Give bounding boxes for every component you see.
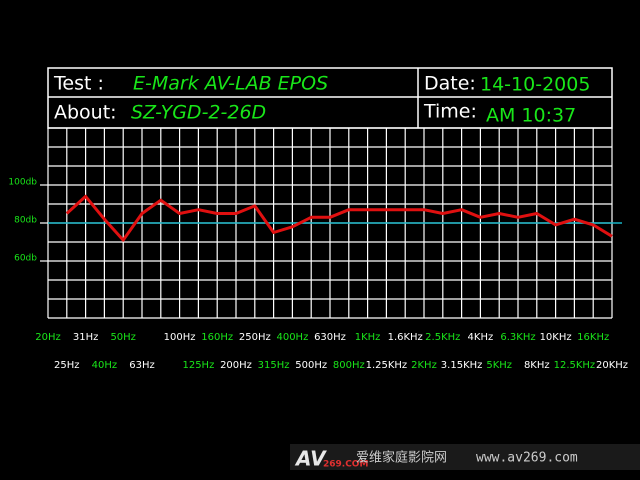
footer-site: 爱维家庭影院网: [356, 450, 447, 466]
x-tick-label: 125Hz: [182, 360, 214, 371]
x-tick-label: 2KHz: [411, 360, 437, 371]
x-tick-label: 8KHz: [524, 360, 550, 371]
response-line: [65, 194, 613, 242]
x-tick-label: 6.3KHz: [500, 332, 535, 343]
test-label: Test :: [53, 73, 104, 95]
x-tick-label: 40Hz: [92, 360, 118, 371]
x-tick-label: 500Hz: [295, 360, 327, 371]
footer-logo-sub: 269.COM: [323, 460, 368, 470]
x-tick-label: 5KHz: [486, 360, 512, 371]
x-tick-label: 200Hz: [220, 360, 252, 371]
y-tick-label: 80db: [14, 216, 37, 226]
x-tick-label: 2.5KHz: [425, 332, 460, 343]
x-tick-label: 10KHz: [540, 332, 572, 343]
x-tick-label: 250Hz: [239, 332, 271, 343]
x-tick-label: 31Hz: [73, 332, 99, 343]
y-tick-label: 60db: [14, 254, 37, 264]
x-tick-label: 800Hz: [333, 360, 365, 371]
date-label: Date:: [424, 73, 476, 95]
x-tick-label: 20KHz: [596, 360, 628, 371]
x-tick-label: 160Hz: [201, 332, 233, 343]
x-tick-label: 1.6KHz: [388, 332, 423, 343]
y-tick-label: 100db: [8, 178, 37, 188]
date-value: 14-10-2005: [480, 74, 590, 96]
x-tick-label: 25Hz: [54, 360, 80, 371]
x-tick-label: 1.25KHz: [366, 360, 408, 371]
x-tick-label: 315Hz: [258, 360, 290, 371]
x-tick-label: 20Hz: [35, 332, 61, 343]
x-tick-label: 630Hz: [314, 332, 346, 343]
plot: 100db 80db 60db 20Hz 25Hz 31Hz 40Hz 50Hz 63Hz 100…: [8, 127, 628, 371]
footer-bar: [290, 444, 640, 470]
about-label: About:: [54, 102, 117, 124]
x-tick-label: 100Hz: [164, 332, 196, 343]
test-value: E-Mark AV-LAB EPOS: [133, 73, 328, 95]
x-tick-label: 3.15KHz: [441, 360, 483, 371]
x-tick-label: 50Hz: [110, 332, 136, 343]
time-value: AM 10:37: [486, 105, 576, 127]
x-tick-label: 12.5KHz: [554, 360, 596, 371]
footer-logo: AV: [294, 447, 327, 471]
x-tick-label: 4KHz: [468, 332, 494, 343]
about-value: SZ-YGD-2-26D: [131, 102, 266, 124]
time-label: Time:: [423, 101, 477, 123]
x-tick-label: 63Hz: [129, 360, 155, 371]
x-tick-label: 1KHz: [355, 332, 381, 343]
x-tick-label: 400Hz: [276, 332, 308, 343]
x-tick-label: 16KHz: [577, 332, 609, 343]
footer-url: www.av269.com: [476, 451, 578, 466]
